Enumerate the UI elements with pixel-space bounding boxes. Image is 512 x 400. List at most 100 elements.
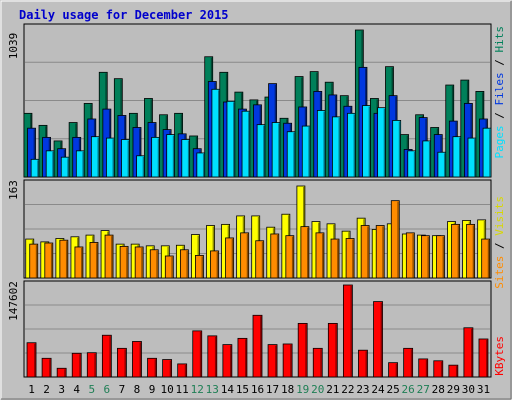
bar-fill [164,255,174,279]
max-value-label: 147602 [7,281,20,321]
bar-kbytes-day-19 [297,322,308,378]
bar-pages-day-2 [45,150,55,178]
x-tick-label: 13 [206,383,219,396]
bar-fill [117,347,127,378]
bar-sites-day-13 [210,250,219,279]
bar-pages-day-30 [467,137,477,178]
bar-kbytes-day-7 [117,347,127,378]
bar-sites-day-20 [315,232,325,279]
bar-pages-day-14 [226,100,236,178]
bar-pages-day-16 [256,124,266,178]
bar-fill [26,342,37,378]
bar-sites-day-25 [390,200,400,279]
panel-mid: 163 [7,179,492,279]
bar-pages-day-12 [196,152,206,178]
bar-pages-day-19 [301,125,311,178]
bar-fill [134,246,144,279]
bar-kbytes-day-21 [327,322,338,378]
x-tick-label: 27 [417,383,430,396]
bar-fill [421,235,430,279]
bar-fill [433,360,444,378]
bar-kbytes-day-5 [86,352,97,378]
x-tick-label: 7 [119,383,126,396]
bar-pages-day-22 [347,112,356,178]
bar-sites-day-2 [44,242,54,279]
legend-item-kbytes: KBytes [493,336,506,376]
bar-sites-day-21 [330,238,340,279]
bar-kbytes-day-9 [147,357,157,378]
bar-sites-day-12 [195,255,204,279]
bar-pages-day-4 [75,150,85,178]
bar-pages-day-7 [121,139,130,178]
bar-fill [373,301,383,378]
max-value-label: 1039 [7,33,20,60]
bar-fill [418,358,429,378]
bar-sites-day-16 [255,240,265,279]
x-tick-label: 4 [73,383,80,396]
bar-kbytes-day-30 [463,327,474,378]
bar-sites-day-22 [345,238,355,279]
bar-pages-day-20 [316,110,326,178]
bar-fill [71,352,82,378]
bar-fill [478,338,489,378]
bar-fill [101,334,112,378]
bar-fill [41,357,52,378]
bar-kbytes-day-27 [418,358,429,378]
x-tick-label: 22 [341,383,354,396]
chart-title: Daily usage for December 2015 [19,8,229,22]
x-tick-label: 24 [371,383,385,396]
chart-legends: Pages / Files / Hits Sites / Visits KBytes [493,26,506,376]
bar-kbytes-day-12 [192,330,203,378]
bar-sites-day-14 [225,237,234,279]
bar-kbytes-day-29 [448,364,459,378]
x-tick-label: 10 [160,383,173,396]
legend-mid: Sites / Visits [493,196,506,289]
bar-sites-day-28 [436,235,445,279]
bar-sites-day-3 [59,239,69,279]
x-tick-label: 6 [104,383,111,396]
bar-fill [104,234,114,279]
bar-sites-day-23 [360,225,370,279]
bar-sites-day-29 [451,223,460,279]
bar-fill [29,243,39,279]
bar-sites-day-7 [119,245,129,279]
bar-fill [240,232,250,279]
bar-fill [327,322,338,378]
x-tick-label: 12 [191,383,204,396]
bar-pages-day-3 [60,156,70,178]
bar-fill [59,239,69,279]
bar-pages-day-21 [332,116,341,178]
x-tick-label: 26 [402,383,415,396]
bar-kbytes-day-14 [222,344,233,378]
bar-pages-day-10 [166,134,176,178]
bar-kbytes-day-20 [312,347,323,378]
bar-pages-day-13 [211,88,221,178]
legend-item-sites: Sites [493,256,506,289]
bar-fill [403,347,414,378]
bar-fill [210,250,219,279]
x-tick-label: 25 [386,383,399,396]
x-tick-label: 29 [447,383,460,396]
bar-pages-day-31 [482,127,492,178]
bar-fill [162,359,173,378]
bar-kbytes-day-24 [373,301,383,378]
bar-kbytes-day-3 [56,367,67,378]
bar-fill [297,322,308,378]
bar-fill [436,235,445,279]
bar-fill [282,343,293,378]
bar-fill [147,357,157,378]
bar-kbytes-day-31 [478,338,489,378]
bar-sites-day-31 [481,238,491,279]
bar-fill [463,327,474,378]
legend-item-visits: Visits [493,196,506,236]
bar-kbytes-day-26 [403,347,414,378]
bar-sites-day-15 [240,232,250,279]
bar-fill [482,127,492,178]
bar-sites-day-4 [74,246,84,279]
bar-pages-day-11 [181,139,191,178]
bar-fill [179,249,189,279]
bar-fill [312,347,323,378]
bar-kbytes-day-8 [132,341,142,378]
bar-fill [149,249,159,279]
bar-fill [44,242,54,279]
